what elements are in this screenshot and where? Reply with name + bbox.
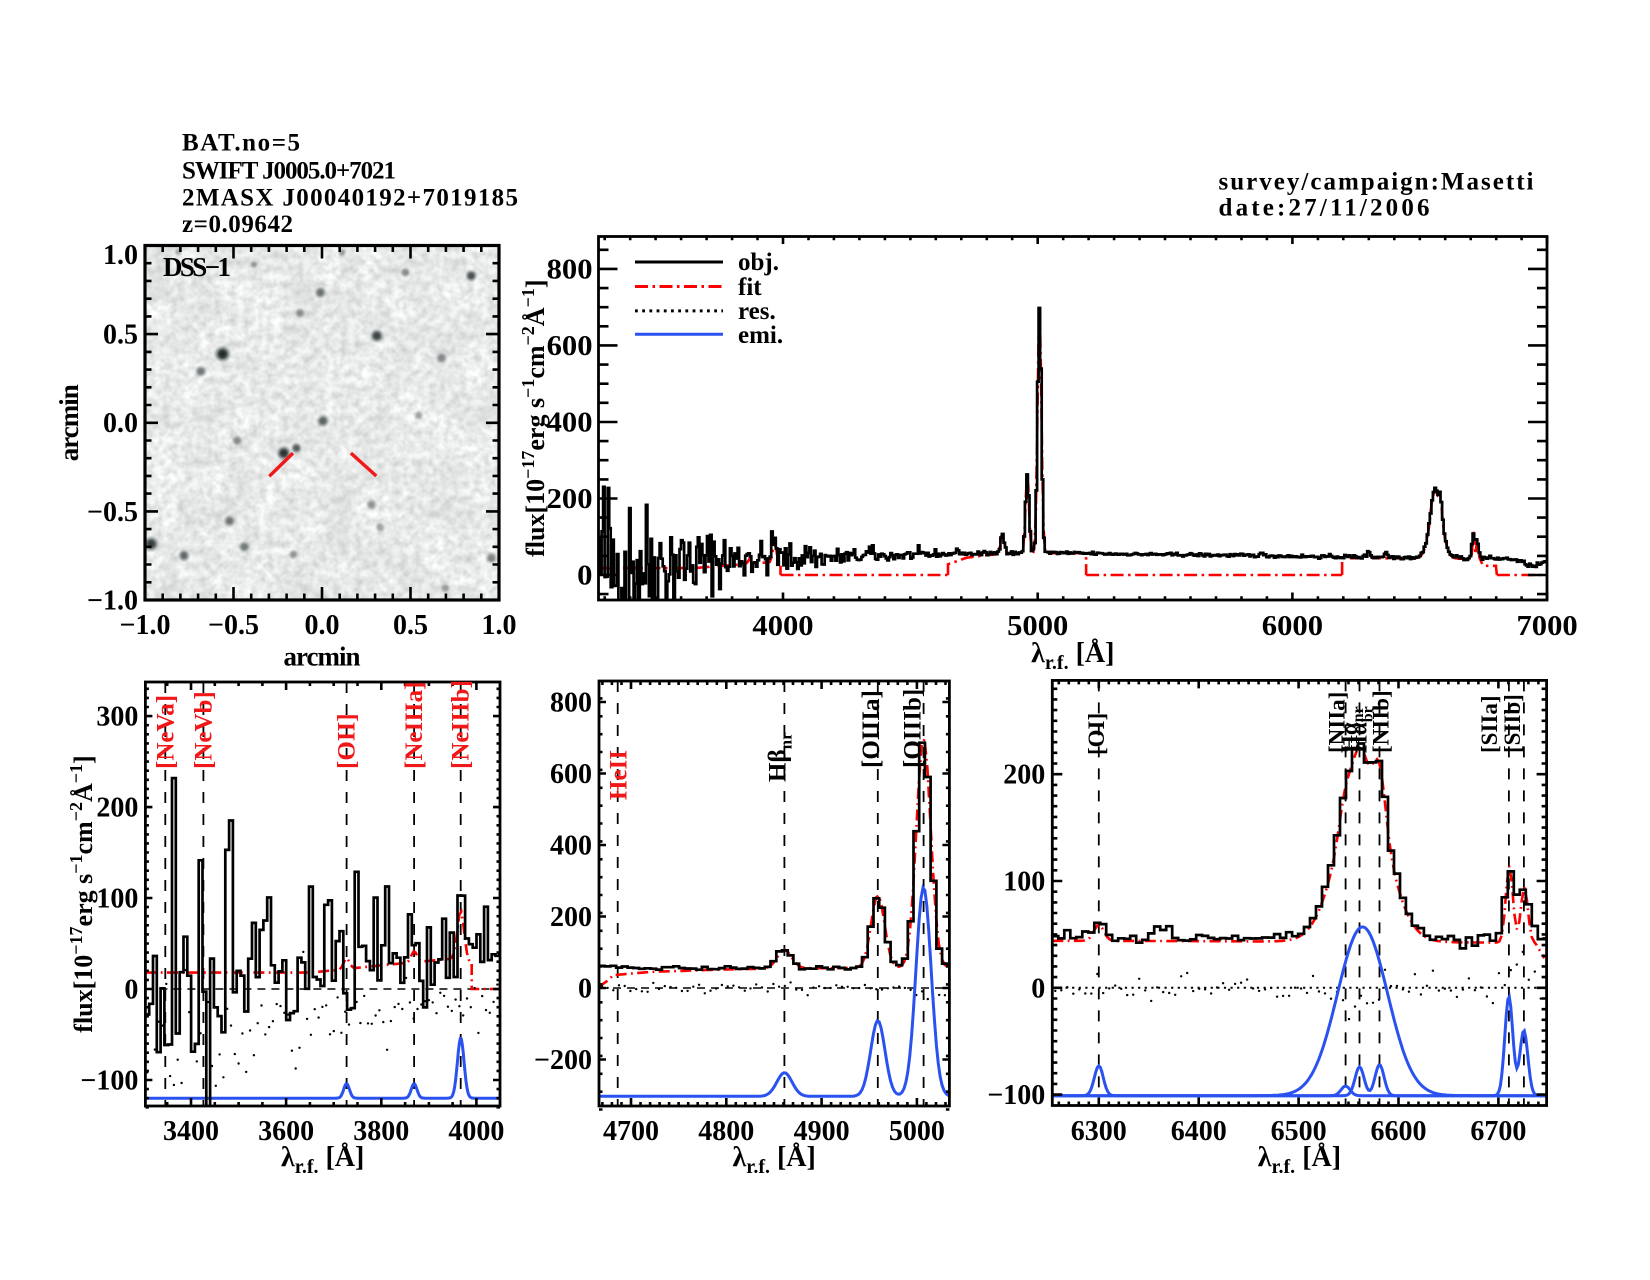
svg-text:800: 800 [547,254,593,285]
svg-text:3600: 3600 [258,1116,314,1147]
svg-text:0: 0 [578,974,592,1005]
svg-text:100: 100 [96,884,138,915]
svg-text:100: 100 [1003,867,1045,898]
svg-text:4700: 4700 [603,1116,659,1147]
svg-text:−1.0: −1.0 [120,610,171,641]
svg-text:5000: 5000 [1007,611,1068,642]
svg-text:[OII]: [OII] [334,713,361,769]
svg-text:200: 200 [96,793,138,824]
svg-text:SWIFT J0005.0+7021: SWIFT J0005.0+7021 [182,157,396,184]
svg-text:[NeVb]: [NeVb] [190,691,217,769]
svg-text:5000: 5000 [889,1116,945,1147]
svg-text:0: 0 [1031,973,1045,1004]
svg-text:[NIIb]: [NIIb] [1369,690,1394,753]
svg-text:300: 300 [96,702,138,733]
svg-text:−200: −200 [534,1045,592,1076]
svg-text:−100: −100 [80,1066,138,1097]
svg-text:λr.f. [Å]: λr.f. [Å] [1258,1142,1341,1178]
svg-text:200: 200 [550,902,592,933]
svg-text:4000: 4000 [752,611,813,642]
svg-text:survey/campaign:Masetti: survey/campaign:Masetti [1219,169,1534,196]
svg-text:−100: −100 [987,1080,1045,1111]
svg-text:7000: 7000 [1517,611,1578,642]
svg-text:200: 200 [1003,760,1045,791]
svg-text:6000: 6000 [1262,611,1323,642]
svg-text:400: 400 [547,408,593,439]
svg-text:[NeIIIa]: [NeIIIa] [401,682,428,770]
svg-text:[OI]: [OI] [1084,713,1109,755]
svg-text:6600: 6600 [1371,1116,1427,1147]
svg-text:6500: 6500 [1271,1116,1327,1147]
svg-text:−0.5: −0.5 [208,610,259,641]
svg-text:600: 600 [547,331,593,362]
svg-text:flux[10−17erg s−1cm−2Å−1]: flux[10−17erg s−1cm−2Å−1] [518,279,550,556]
svg-text:6400: 6400 [1171,1116,1227,1147]
svg-text:−1.0: −1.0 [87,586,138,617]
svg-text:res.: res. [738,298,776,325]
svg-text:2MASX J00040192+7019185: 2MASX J00040192+7019185 [182,184,518,211]
svg-text:obj.: obj. [738,249,779,276]
svg-text:6300: 6300 [1071,1116,1127,1147]
svg-text:flux[10−17erg s−1cm−2Å−1]: flux[10−17erg s−1cm−2Å−1] [66,755,98,1032]
svg-text:λr.f. [Å]: λr.f. [Å] [281,1142,364,1178]
svg-text:[SIIb]: [SIIb] [1500,694,1525,753]
svg-text:date:27/11/2006: date:27/11/2006 [1219,195,1430,222]
svg-text:emi.: emi. [738,322,783,349]
svg-text:4900: 4900 [794,1116,850,1147]
svg-text:arcmin: arcmin [54,384,84,461]
svg-text:4000: 4000 [448,1116,504,1147]
svg-text:200: 200 [547,484,593,515]
svg-text:0: 0 [124,975,138,1006]
svg-text:400: 400 [550,831,592,862]
svg-text:0: 0 [577,561,592,592]
svg-text:HeII: HeII [606,750,633,800]
svg-text:0.0: 0.0 [305,610,340,641]
svg-text:0.5: 0.5 [103,320,138,351]
svg-text:4800: 4800 [698,1116,754,1147]
svg-text:λr.f. [Å]: λr.f. [Å] [1031,638,1114,674]
svg-text:6700: 6700 [1470,1116,1526,1147]
svg-text:800: 800 [550,688,592,719]
svg-text:600: 600 [550,759,592,790]
svg-text:z=0.09642: z=0.09642 [182,211,293,238]
svg-text:[NeVa]: [NeVa] [152,695,179,769]
svg-text:1.0: 1.0 [103,240,138,271]
svg-text:[OIIIb]: [OIIIb] [900,689,927,768]
svg-text:−0.5: −0.5 [87,497,138,528]
svg-text:[SIIa]: [SIIa] [1477,695,1502,753]
svg-text:[NeIIIb]: [NeIIIb] [448,680,475,769]
svg-text:[OIIIa]: [OIIIa] [858,690,885,768]
svg-text:DSS−1: DSS−1 [163,252,231,282]
svg-text:3400: 3400 [163,1116,219,1147]
svg-text:fit: fit [738,274,762,301]
svg-text:3800: 3800 [353,1116,409,1147]
svg-text:[NIIa]: [NIIa] [1325,692,1350,753]
svg-text:1.0: 1.0 [482,610,517,641]
svg-text:arcmin: arcmin [284,642,361,672]
svg-text:λr.f. [Å]: λr.f. [Å] [733,1142,816,1178]
svg-text:0.0: 0.0 [103,408,138,439]
svg-text:0.5: 0.5 [393,610,428,641]
